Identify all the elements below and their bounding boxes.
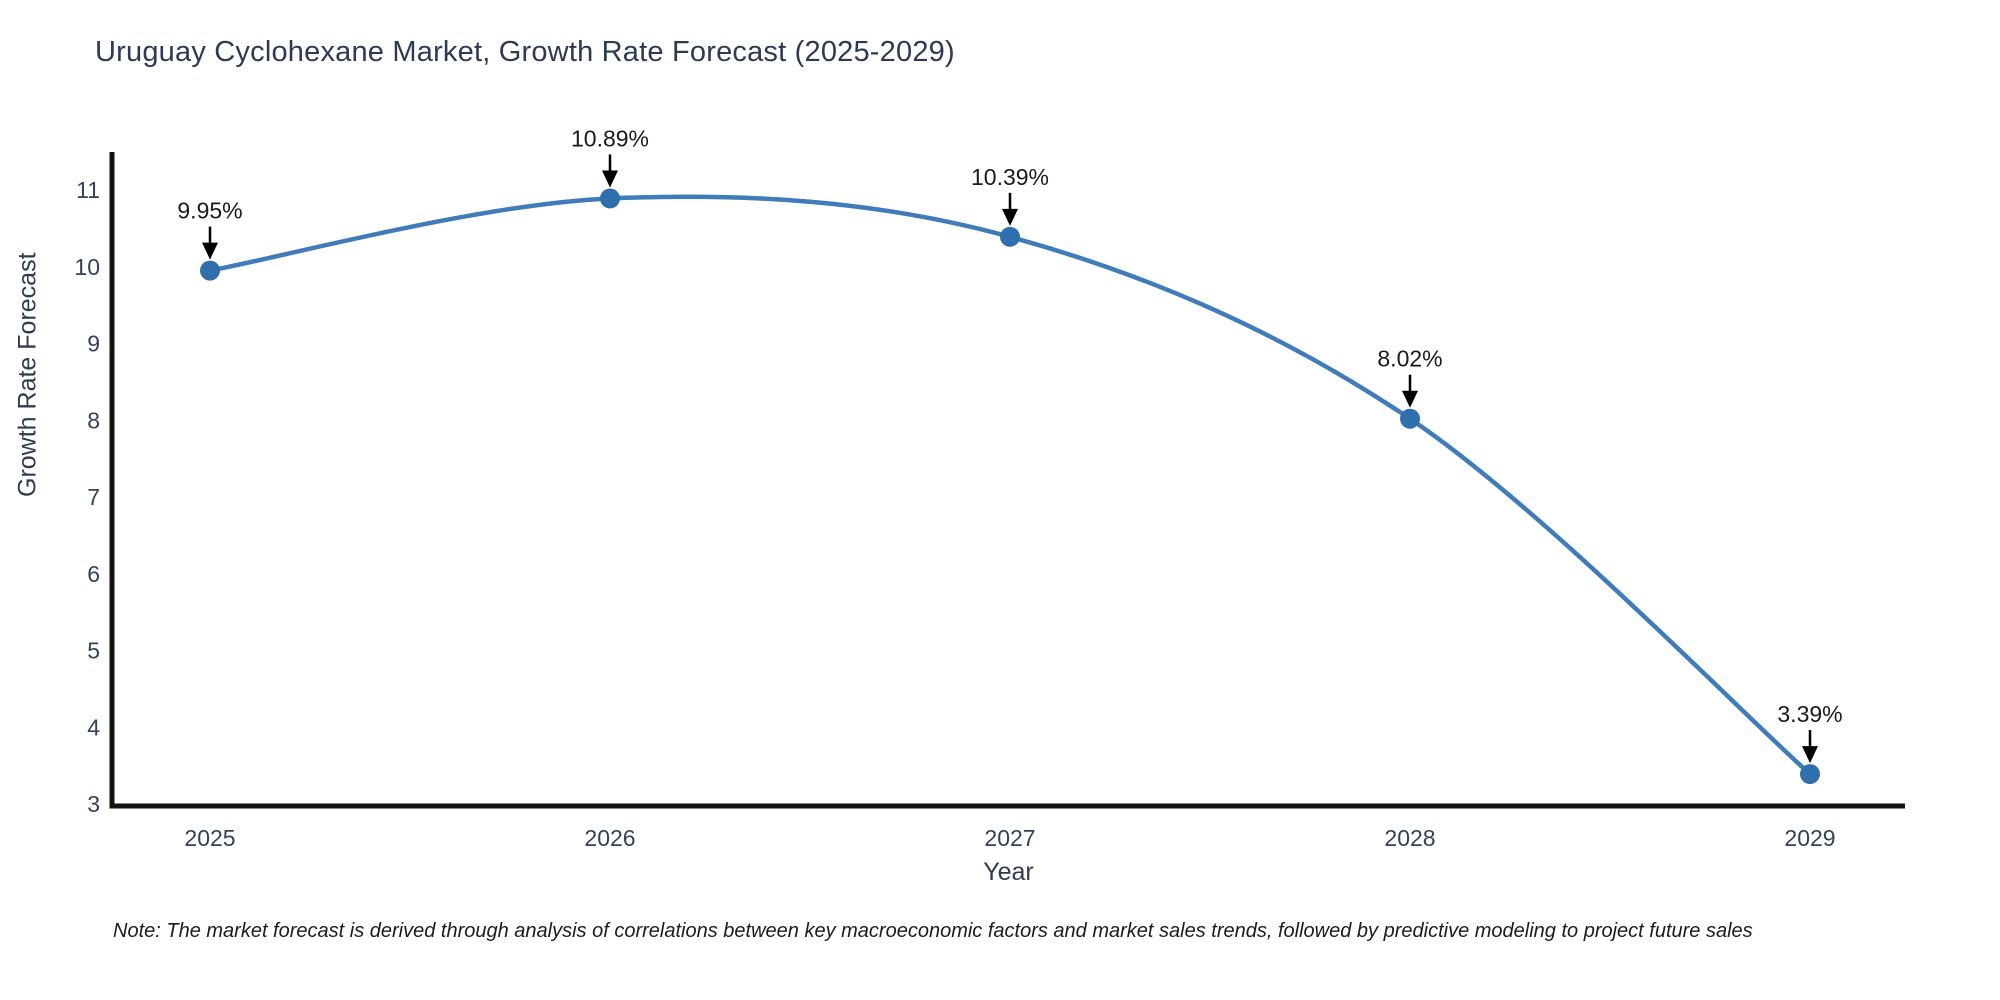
annotation-arrow-head bbox=[1002, 208, 1018, 226]
x-tick-label: 2028 bbox=[1384, 825, 1435, 851]
annotation-arrow-head bbox=[202, 242, 218, 260]
y-tick-label: 7 bbox=[87, 484, 100, 510]
chart-title: Uruguay Cyclohexane Market, Growth Rate … bbox=[95, 36, 955, 68]
y-tick-label: 6 bbox=[87, 561, 100, 587]
data-point-label: 3.39% bbox=[1777, 701, 1842, 727]
y-tick-label: 11 bbox=[76, 177, 100, 203]
data-point-marker bbox=[600, 188, 620, 209]
data-point-marker bbox=[1800, 764, 1820, 785]
x-tick-label: 2027 bbox=[984, 825, 1035, 851]
data-point-label: 10.89% bbox=[571, 125, 649, 151]
data-point-label: 9.95% bbox=[177, 198, 242, 224]
annotation-arrow-head bbox=[1402, 390, 1418, 408]
y-tick-label: 4 bbox=[87, 714, 100, 740]
y-tick-label: 10 bbox=[74, 254, 100, 280]
data-point-marker bbox=[1400, 408, 1420, 429]
y-tick-label: 9 bbox=[87, 331, 100, 357]
y-tick-label: 5 bbox=[87, 638, 100, 664]
annotation-arrow-head bbox=[1802, 746, 1818, 764]
annotation-arrow-head bbox=[602, 170, 618, 188]
x-axis-title: Year bbox=[983, 858, 1034, 886]
data-point-label: 8.02% bbox=[1377, 346, 1442, 372]
data-point-marker bbox=[1000, 226, 1020, 247]
x-tick-label: 2025 bbox=[184, 825, 235, 851]
x-tick-label: 2029 bbox=[1784, 825, 1835, 851]
y-tick-label: 3 bbox=[87, 791, 100, 817]
y-tick-label: 8 bbox=[87, 407, 100, 433]
data-point-marker bbox=[200, 260, 220, 281]
x-tick-label: 2026 bbox=[584, 825, 635, 851]
chart-note: Note: The market forecast is derived thr… bbox=[113, 920, 1753, 942]
trend-line bbox=[207, 194, 1813, 777]
data-point-label: 10.39% bbox=[971, 164, 1049, 190]
